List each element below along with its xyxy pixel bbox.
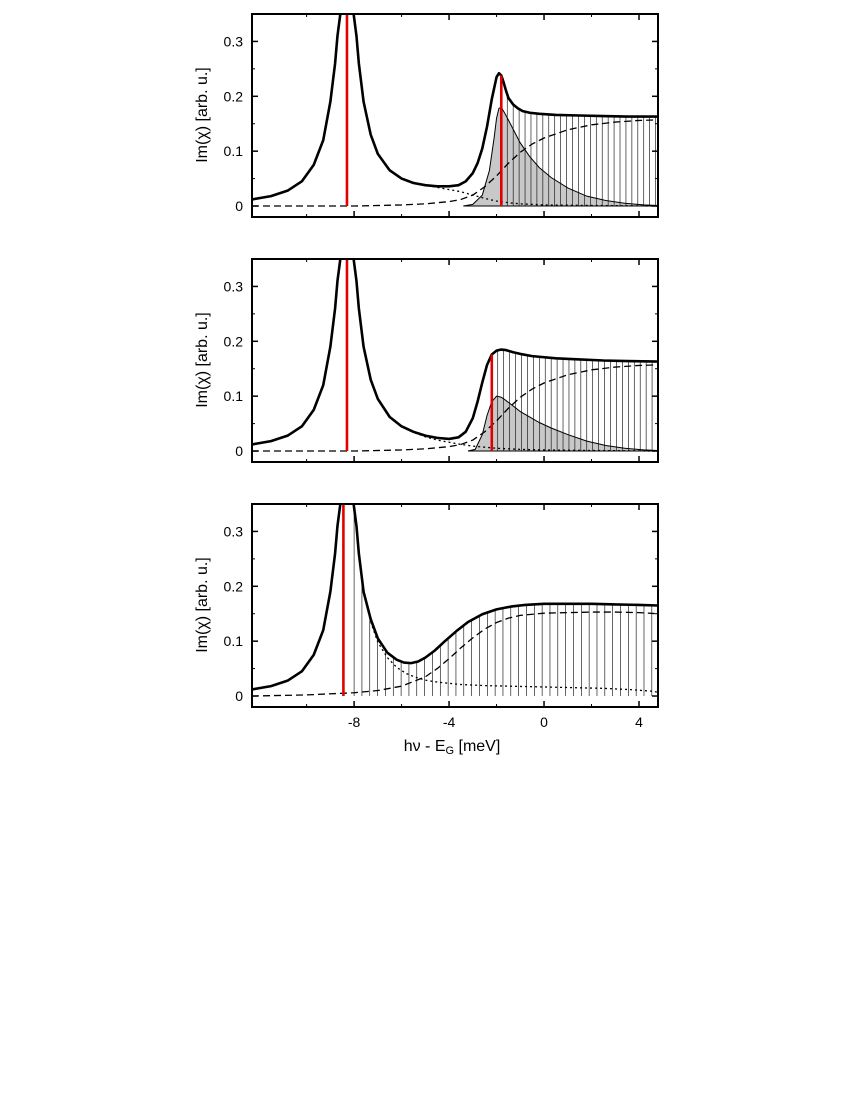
x-axis-label-main: hν - E [404,738,446,755]
panel-top: Im(χ) [arb. u.] 0 0.1 0.2 0.3 [194,13,659,218]
x-axis-label-tail: [meV] [454,738,500,755]
series-line-exciton [252,14,658,207]
plot-area [252,504,658,697]
y-tick-label: 0.2 [224,333,244,349]
y-tick-label: 0.2 [224,578,244,594]
y-tick-label: 0 [235,443,243,459]
plot-frame [251,13,659,218]
series-line-total [252,504,658,691]
panel-bottom: Im(χ) [arb. u.] hν - EG [meV] 0 0.1 0.2 0.3… [194,503,659,757]
series-line-total [252,14,658,201]
y-tick-label: 0.3 [224,523,244,539]
y-tick-label: 0.3 [224,33,244,49]
plot-area [252,14,658,207]
series-line-exciton [252,259,658,452]
y-tick-label: 0.1 [224,143,244,159]
plot-area [252,259,658,452]
plot-frame [251,503,659,708]
x-axis-label-subscript: G [446,745,455,757]
x-axis-label: hν - EG [meV] [404,738,501,757]
y-tick-label: 0.2 [224,88,244,104]
series-line-continuum [252,611,658,697]
y-tick-label: 0 [235,198,243,214]
y-tick-label: 0.1 [224,633,244,649]
y-axis-label-middle: Im(χ) [arb. u.] [194,312,211,408]
y-axis-label-top: Im(χ) [arb. u.] [194,67,211,163]
x-tick-label: -4 [443,714,456,730]
series-line-continuum [252,119,658,207]
panel-middle: Im(χ) [arb. u.] 0 0.1 0.2 0.3 [194,258,659,463]
y-tick-label: 0 [235,688,243,704]
x-tick-label: 4 [635,714,643,730]
y-tick-label: 0.1 [224,388,244,404]
series-line-total [252,259,658,446]
y-tick-label: 0.3 [224,278,244,294]
y-axis-label-bottom: Im(χ) [arb. u.] [194,557,211,653]
plot-frame [251,258,659,463]
series-line-continuum [252,364,658,452]
x-tick-label: -8 [348,714,361,730]
x-tick-label: 0 [540,714,548,730]
